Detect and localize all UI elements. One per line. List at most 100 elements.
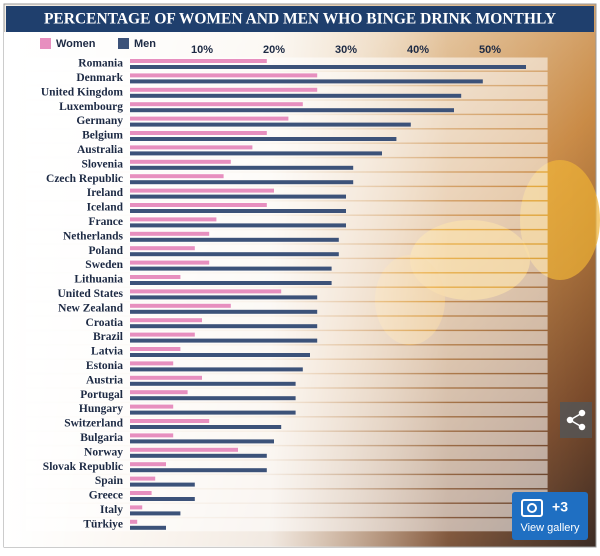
bar	[130, 396, 296, 401]
y-tick-label: Luxembourg	[59, 101, 123, 113]
x-tick-label: 10%	[191, 44, 213, 56]
bar	[130, 447, 238, 452]
y-tick-label: Australia	[77, 144, 123, 156]
bar	[130, 246, 195, 251]
y-tick-label: Greece	[89, 490, 123, 502]
bar	[130, 275, 181, 279]
bar	[130, 468, 267, 473]
bar	[130, 260, 210, 265]
y-tick-label: Ireland	[87, 187, 124, 199]
y-tick-label: Croatia	[86, 317, 124, 329]
bar	[130, 188, 274, 193]
bar	[130, 203, 267, 207]
share-button[interactable]	[560, 402, 592, 438]
bar	[130, 59, 267, 63]
y-tick-label: Poland	[88, 245, 123, 257]
bar	[130, 353, 310, 357]
legend-swatch	[40, 38, 51, 49]
bar	[130, 122, 411, 127]
bar	[130, 295, 318, 300]
bar	[130, 159, 231, 164]
bar	[130, 318, 202, 323]
bar	[130, 505, 143, 510]
gallery-label: View gallery	[520, 522, 580, 534]
bar	[130, 131, 267, 135]
bar	[130, 303, 231, 308]
bar	[130, 511, 181, 516]
y-tick-label: Estonia	[86, 360, 123, 372]
bar	[130, 439, 274, 444]
y-tick-label: Portugal	[80, 389, 123, 401]
bar	[130, 180, 354, 185]
bar	[130, 324, 318, 329]
y-tick-label: Iceland	[87, 202, 124, 214]
bar	[130, 174, 224, 179]
bar	[130, 194, 346, 199]
bar	[130, 217, 217, 222]
bar	[130, 425, 282, 429]
y-tick-label: Austria	[86, 374, 123, 386]
bar	[130, 137, 397, 141]
bar	[130, 390, 188, 395]
x-tick-label: 40%	[407, 44, 429, 56]
y-tick-label: France	[89, 216, 123, 228]
legend-label: Men	[134, 38, 156, 50]
x-tick-label: 30%	[335, 44, 357, 56]
bar	[130, 65, 526, 69]
bar	[130, 491, 152, 495]
y-tick-label: Lithuania	[74, 274, 123, 286]
gallery-count: +3	[552, 499, 568, 515]
y-tick-label: Germany	[76, 115, 123, 127]
y-tick-label: United States	[58, 288, 124, 300]
bar	[130, 102, 303, 107]
title-banner	[6, 6, 594, 32]
share-icon	[566, 409, 586, 431]
y-tick-label: Netherlands	[63, 230, 124, 242]
x-tick-label: 20%	[263, 44, 285, 56]
y-tick-label: Spain	[95, 475, 124, 487]
y-tick-label: Hungary	[79, 403, 123, 415]
y-tick-label: Czech Republic	[46, 173, 123, 185]
y-tick-label: Brazil	[93, 331, 123, 343]
bar	[130, 476, 156, 481]
bar	[130, 237, 339, 242]
bar	[130, 116, 289, 121]
bar	[130, 381, 296, 386]
bar	[130, 252, 339, 257]
y-tick-label: Switzerland	[64, 418, 123, 430]
legend-swatch	[118, 38, 129, 49]
y-tick-label: Latvia	[91, 346, 123, 358]
bar	[130, 525, 166, 530]
y-tick-label: United Kingdom	[41, 86, 124, 98]
bar	[130, 209, 346, 213]
y-tick-label: Sweden	[85, 259, 123, 271]
bar	[130, 404, 174, 409]
y-tick-label: Romania	[78, 58, 123, 70]
y-tick-label: Slovak Republic	[43, 461, 123, 473]
bar	[130, 309, 318, 314]
bar	[130, 419, 210, 423]
y-tick-label: Belgium	[82, 130, 123, 142]
y-tick-label: New Zealand	[58, 302, 123, 314]
bar	[130, 462, 166, 467]
camera-lens	[527, 503, 537, 513]
bar	[130, 165, 354, 170]
bar	[130, 453, 267, 458]
bar	[130, 332, 195, 337]
y-tick-label: Denmark	[76, 72, 123, 84]
camera-icon	[521, 499, 543, 517]
bar	[130, 361, 174, 366]
bar	[130, 433, 174, 438]
y-tick-label: Bulgaria	[80, 432, 123, 444]
bar	[130, 347, 181, 351]
bar	[130, 93, 462, 98]
bar	[130, 108, 454, 113]
chart-title: PERCENTAGE OF WOMEN AND MEN WHO BINGE DR…	[44, 11, 556, 28]
bar	[130, 73, 318, 78]
bar	[130, 410, 296, 415]
bar	[130, 281, 332, 285]
y-tick-label: Norway	[84, 446, 123, 458]
legend-label: Women	[56, 38, 96, 50]
